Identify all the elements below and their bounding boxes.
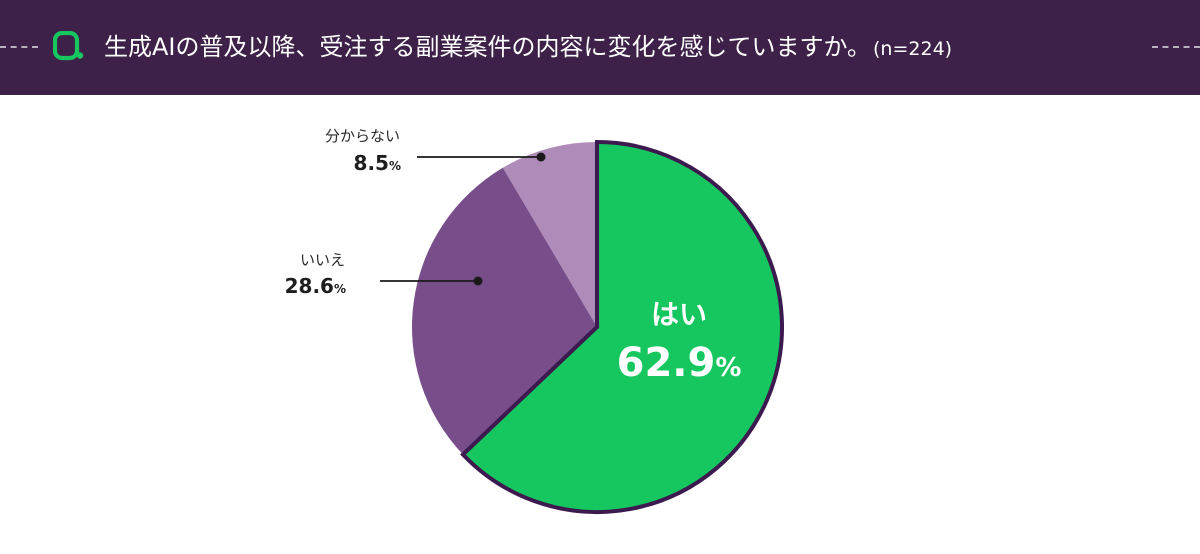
slice-wakaranai [502,142,597,327]
pie-chart-area: はい 62.9% いいえ 28.6% 分からない 8.5% [0,95,1200,550]
label-hai-name: はい [651,298,707,331]
label-hai-unit: % [715,353,741,383]
label-iie-unit: % [334,282,346,296]
leader-dot-iie [473,276,483,286]
slice-hai [460,139,784,514]
label-wakaranai-unit: % [389,159,401,173]
slice-iie [411,167,597,455]
label-hai-number: 62.9 [617,340,716,386]
label-iie-name: いいえ [300,251,345,269]
sample-size: (n=224) [873,38,953,60]
label-hai-value: 62.9% [617,340,742,386]
chart-title-text: 生成AIの普及以降、受注する副業案件の内容に変化を感じていますか。 [104,33,872,61]
header-bar: 生成AIの普及以降、受注する副業案件の内容に変化を感じていますか。 (n=224) [0,0,1200,95]
label-wakaranai-name: 分からない [325,127,400,145]
pie-chart: はい 62.9% いいえ 28.6% 分からない 8.5% [285,127,784,514]
label-wakaranai-value: 8.5% [354,151,401,175]
label-iie-number: 28.6 [285,274,334,298]
label-wakaranai-number: 8.5 [354,151,389,175]
header-dash-right [1152,46,1200,48]
label-iie-value: 28.6% [285,274,346,298]
leader-dot-wakaranai [536,152,546,162]
chart-title: 生成AIの普及以降、受注する副業案件の内容に変化を感じていますか。 (n=224) [104,30,1150,66]
header-dash-left [0,46,38,48]
q-logo-icon [53,31,84,61]
